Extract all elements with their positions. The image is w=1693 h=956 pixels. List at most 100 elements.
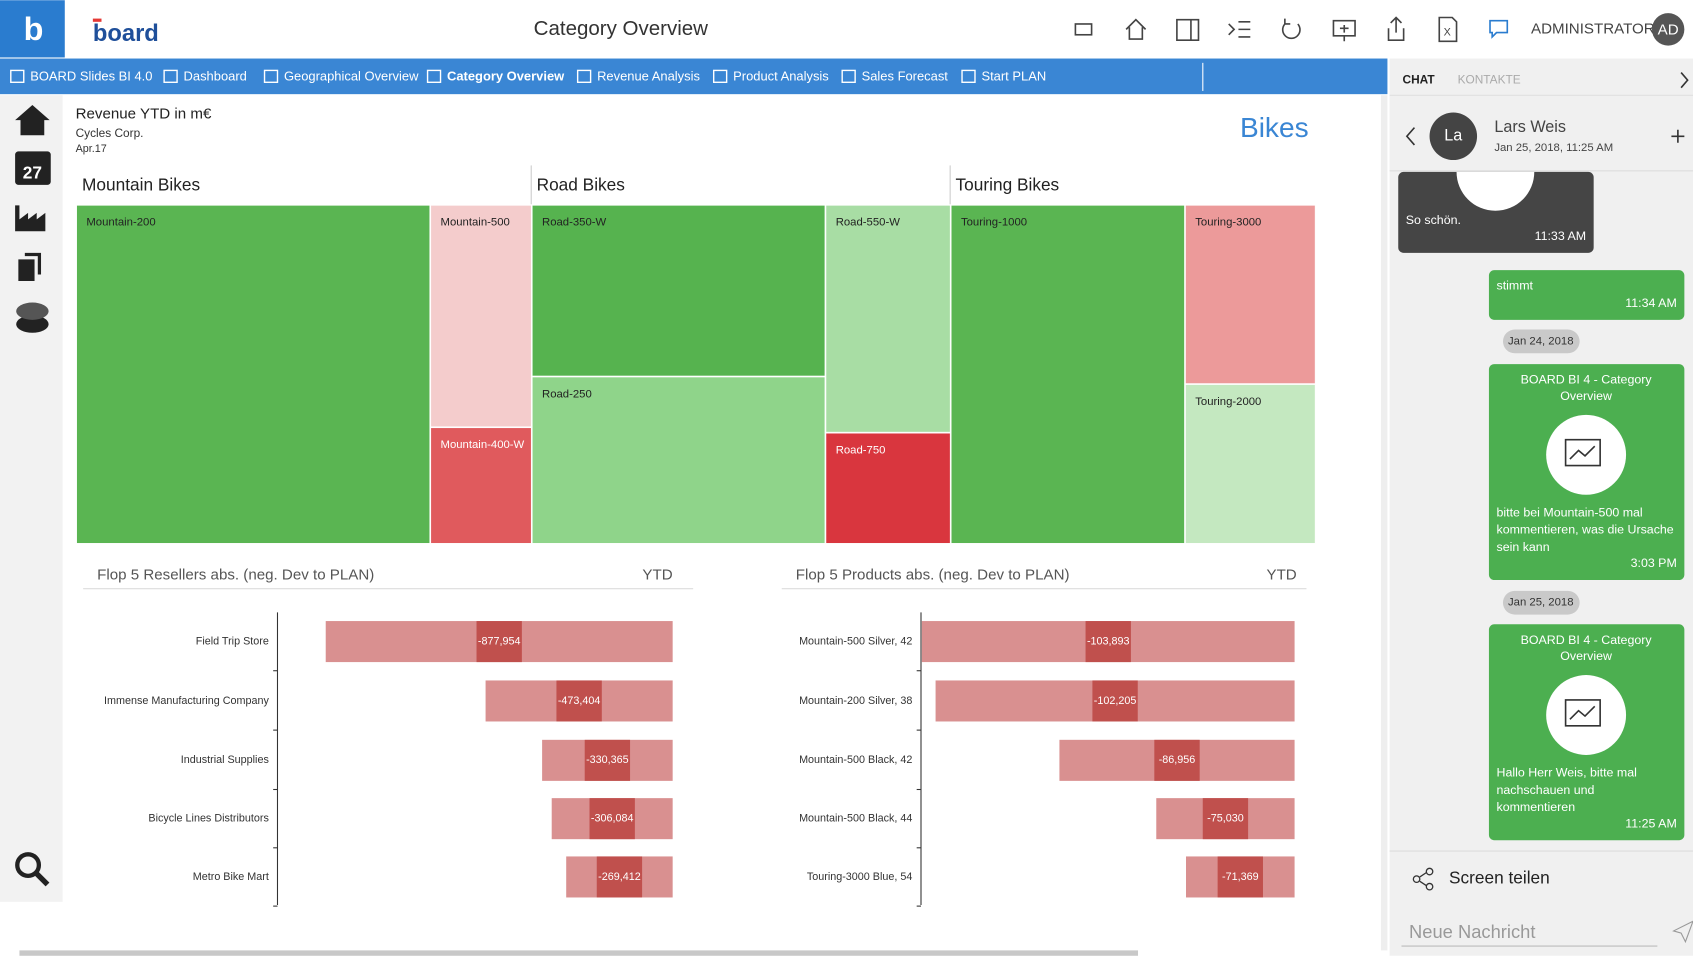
chat-back[interactable] [1405,127,1416,146]
bubble-title: Overview [1560,649,1612,663]
date-pill [1502,329,1580,354]
brand-logo-accent [92,18,102,22]
bar-value-label: -269,412 [598,871,641,883]
contact-name: Lars Weis [1494,118,1566,136]
send-button[interactable] [1672,920,1693,944]
treemap-tile[interactable] [825,432,951,544]
tool-present[interactable] [1332,19,1356,42]
chart-title: Flop 5 Resellers abs. (neg. Dev to PLAN) [97,567,374,584]
tool-export[interactable] [1387,16,1405,41]
nav-item[interactable]: Sales Forecast [862,68,949,83]
message-input[interactable]: Neue Nachricht [1409,921,1535,942]
bubble-time: 11:34 AM [1625,296,1677,310]
bar-category: Metro Bike Mart [193,871,269,883]
excel-x: X [1444,26,1451,38]
horizontal-scrollbar[interactable] [19,950,1139,956]
tool-window[interactable] [1074,23,1093,36]
chat-bubble-group: BOARD BI 4 - Category Overview bitte bei M… [1488,364,1685,581]
contact-initials: La [1444,127,1462,145]
treemap-tile-label: Touring-1000 [961,217,1027,229]
treemap-tile[interactable] [76,205,430,544]
nav-search[interactable] [15,852,42,879]
chat-add[interactable] [1671,129,1685,143]
user-avatar[interactable] [1651,13,1685,46]
nav-item[interactable]: Geographical Overview [284,68,419,83]
tool-excel[interactable] [1438,16,1458,43]
nav-item[interactable]: Revenue Analysis [597,68,700,83]
bubble-text: Hallo Herr Weis, bitte mal [1496,766,1636,780]
treemap: Mountain Bikes Mountain-200 Mountain-500 Mo… [76,165,1316,544]
bar-label-box [1154,739,1200,781]
user-name[interactable]: ADMINISTRATOR [1531,20,1655,37]
treemap-group-title: Touring Bikes [956,174,1060,194]
treemap-tile[interactable] [825,205,951,433]
nav-coins[interactable] [16,315,49,333]
nav-home[interactable] [15,104,50,136]
nav-item-icon [263,69,279,83]
treemap-tile-label: Touring-3000 [1195,217,1261,229]
bubble-avatar [1456,171,1535,211]
bubble-title: BOARD BI 4 - Category [1521,373,1653,387]
treemap-tile-label: Road-250 [542,388,592,400]
nav-item-icon [961,69,976,83]
nav-items: BOARD Slides BI 4.0 Dashboard Geographical… [10,68,1046,83]
nav-item-icon [10,69,25,83]
bar-category: Industrial Supplies [181,754,269,766]
treemap-tile[interactable] [950,205,1185,544]
nav-factory[interactable] [15,205,46,232]
treemap-tile[interactable] [532,376,826,544]
charts: Flop 5 Resellers abs. (neg. Dev to PLAN)… [83,567,1307,907]
nav-documents[interactable] [18,252,42,281]
share-screen[interactable]: Screen teilen [1449,868,1550,888]
nav-item[interactable]: Category Overview [447,68,565,83]
tool-refresh[interactable] [1281,18,1301,40]
bar-value-label: -75,030 [1207,812,1244,824]
bubble-text: nachschauen und [1496,783,1594,797]
tool-panel[interactable] [1176,18,1200,41]
page-title: Category Overview [534,17,709,40]
user-initials: AD [1658,21,1679,38]
bar-label-box [476,621,522,663]
sidebar [0,95,63,902]
chat-collapse[interactable] [1680,72,1689,89]
treemap-tile[interactable] [1185,384,1316,544]
treemap-group-title: Road Bikes [537,174,626,194]
tool-chat[interactable] [1489,19,1509,39]
attachment-icon [1564,438,1601,467]
bubble-time: 3:03 PM [1631,556,1677,570]
treemap-tile-label: Mountain-400-W [441,439,525,451]
chat-tab-active[interactable]: CHAT [1403,72,1436,86]
bubble-text: bitte bei Mountain-500 mal [1496,505,1642,519]
app-logo-tile[interactable] [0,0,65,58]
date-label: Jan 24, 2018 [1508,335,1574,347]
bar-category: Mountain-500 Black, 44 [799,812,912,824]
report-category: Bikes [1240,112,1309,143]
nav-item[interactable]: Dashboard [184,68,247,83]
treemap-tile[interactable] [430,427,532,544]
bar-label-box [1085,621,1131,663]
treemap-tile[interactable] [1185,205,1316,384]
bar-category: Touring-3000 Blue, 54 [807,871,913,883]
bar-value-label: -103,893 [1087,635,1130,647]
nav-item[interactable]: Start PLAN [981,68,1046,83]
treemap-tile[interactable] [532,205,826,377]
chat-tab[interactable]: KONTAKTE [1458,72,1521,86]
nav-item[interactable]: BOARD Slides BI 4.0 [30,68,152,83]
vertical-scroll-track [1380,95,1388,951]
chart-period: YTD [642,567,672,584]
bar-label-box [596,856,643,898]
nav-item[interactable]: Product Analysis [733,68,829,83]
chart-period: YTD [1267,567,1297,584]
tool-home[interactable] [1125,18,1147,40]
app-logo-glyph: b [24,11,44,47]
chart-title: Flop 5 Products abs. (neg. Dev to PLAN) [796,567,1070,584]
nav-calendar[interactable] [15,151,51,185]
share-icon[interactable] [1412,867,1434,891]
treemap-tile-label: Touring-2000 [1195,396,1261,408]
nav-item-icon [841,69,856,83]
contact-time: Jan 25, 2018, 11:25 AM [1494,142,1613,154]
tool-tree[interactable] [1228,21,1251,38]
nav-item-icon [576,69,592,83]
treemap-tile[interactable] [430,205,532,427]
